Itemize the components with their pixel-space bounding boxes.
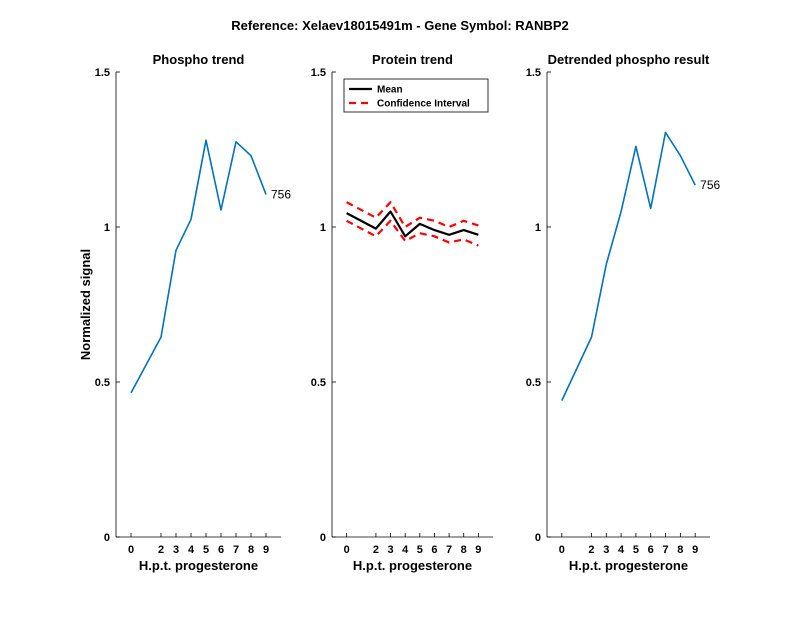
x-tick-label: 9 <box>692 544 698 556</box>
series-end-label: 756 <box>271 187 291 201</box>
legend-entry: Confidence Interval <box>377 99 470 110</box>
x-axis-label: H.p.t. progesterone <box>139 558 258 573</box>
chart-panel-3: Detrended phospho result 0 0.5 1 1.5 0 2 3 4 5 6 7 8… <box>526 52 721 573</box>
x-tick-label: 7 <box>446 544 452 556</box>
y-tick-label: 1.5 <box>526 67 541 79</box>
x-axis-label: H.p.t. progesterone <box>353 558 472 573</box>
legend: Mean Confidence Interval <box>343 78 489 113</box>
x-tick-label: 2 <box>373 544 379 556</box>
x-tick-label: 9 <box>263 544 269 556</box>
y-tick-label: 1 <box>535 222 541 234</box>
chart-panel-1: Phospho trend 0 0.5 1 1.5 0 2 3 4 5 6 7 8 9 H.p.t. pro… <box>78 52 291 573</box>
x-axis-label: H.p.t. progesterone <box>569 558 688 573</box>
x-tick-label: 0 <box>559 544 565 556</box>
x-tick-label: 4 <box>188 544 195 556</box>
x-tick-label: 5 <box>417 544 423 556</box>
y-tick-label: 0 <box>320 532 326 544</box>
y-tick-label: 0 <box>535 532 541 544</box>
x-tick-label: 2 <box>588 544 594 556</box>
legend-box <box>343 78 489 113</box>
y-tick-label: 0.5 <box>95 377 110 389</box>
y-tick-label: 0.5 <box>526 377 541 389</box>
x-tick-label: 3 <box>387 544 393 556</box>
x-tick-label: 4 <box>618 544 625 556</box>
chart-title: Phospho trend <box>153 52 245 67</box>
x-tick-label: 8 <box>248 544 254 556</box>
y-tick-label: 0.5 <box>311 377 326 389</box>
x-tick-label: 8 <box>461 544 467 556</box>
x-tick-label: 9 <box>475 544 481 556</box>
y-tick-label: 1.5 <box>311 67 326 79</box>
series-line-phospho-0 <box>130 139 267 394</box>
y-tick-label: 1 <box>320 222 326 234</box>
series-line-phospho-0 <box>561 131 696 401</box>
legend-entry: Mean <box>377 85 403 96</box>
x-tick-label: 6 <box>648 544 654 556</box>
x-tick-label: 4 <box>402 544 409 556</box>
series-line-confidence-interval-2 <box>346 219 479 247</box>
x-tick-label: 7 <box>233 544 239 556</box>
x-tick-label: 8 <box>677 544 683 556</box>
series-line-mean-0 <box>346 210 479 238</box>
x-tick-label: 5 <box>203 544 209 556</box>
x-tick-label: 3 <box>603 544 609 556</box>
y-tick-label: 1.5 <box>95 67 110 79</box>
x-tick-label: 5 <box>633 544 639 556</box>
y-axis-label: Normalized signal <box>78 249 93 360</box>
series-line-confidence-interval-1 <box>346 201 479 229</box>
x-tick-label: 6 <box>218 544 224 556</box>
series-end-label: 756 <box>700 178 720 192</box>
x-tick-label: 7 <box>662 544 668 556</box>
chart-title: Protein trend <box>372 52 453 67</box>
figure-title: Reference: Xelaev18015491m - Gene Symbol… <box>231 18 568 33</box>
x-tick-label: 2 <box>158 544 164 556</box>
y-tick-label: 1 <box>104 222 110 234</box>
chart-title: Detrended phospho result <box>548 52 710 67</box>
chart-panel-2: Protein trend 0 0.5 1 1.5 0 2 3 4 5 6 7 8 9H.p.t. pro… <box>311 52 493 573</box>
y-tick-label: 0 <box>104 532 110 544</box>
x-tick-label: 0 <box>344 544 350 556</box>
x-tick-label: 3 <box>173 544 179 556</box>
x-tick-label: 0 <box>128 544 134 556</box>
x-tick-label: 6 <box>431 544 437 556</box>
